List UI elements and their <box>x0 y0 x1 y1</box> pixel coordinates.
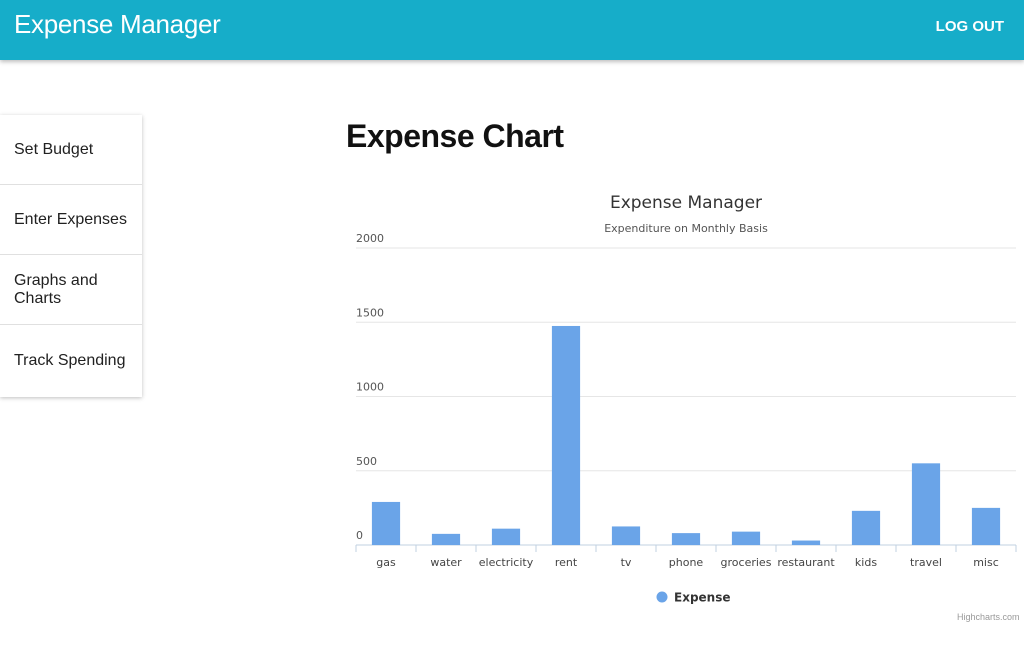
chart-subtitle: Expenditure on Monthly Basis <box>604 222 768 235</box>
sidebar-item-enter-expenses[interactable]: Enter Expenses <box>0 185 142 255</box>
x-tick-label: phone <box>669 556 704 569</box>
bar-gas <box>371 501 401 545</box>
sidebar-item-label: Track Spending <box>14 352 126 369</box>
sidebar-item-label: Enter Expenses <box>14 210 127 228</box>
bar-rent <box>551 325 581 545</box>
y-tick-label: 1000 <box>356 381 384 394</box>
x-tick-label: electricity <box>479 556 534 569</box>
y-tick-label: 1500 <box>356 306 384 319</box>
bar-phone <box>671 533 701 545</box>
chart-credit-link[interactable]: Highcharts.com <box>957 612 1020 622</box>
sidebar: Set Budget Enter Expenses Graphs and Cha… <box>0 115 142 397</box>
x-tick-label: gas <box>376 556 396 569</box>
sidebar-item-set-budget[interactable]: Set Budget <box>0 115 142 185</box>
bar-kids <box>851 510 881 545</box>
sidebar-item-track-spending[interactable]: Track Spending <box>0 325 142 397</box>
bar-restaurant <box>791 540 821 545</box>
legend-item-expense: Expense <box>674 591 731 605</box>
y-tick-label: 0 <box>356 529 363 542</box>
x-tick-label: restaurant <box>777 556 835 569</box>
bar-groceries <box>731 531 761 545</box>
bar-water <box>431 533 461 545</box>
logout-button[interactable]: LOG OUT <box>935 18 1004 35</box>
chart-title: Expense Manager <box>610 193 762 213</box>
app-title: Expense Manager <box>14 9 221 39</box>
x-tick-label: tv <box>621 556 632 569</box>
x-tick-label: misc <box>973 556 999 569</box>
y-tick-label: 500 <box>356 455 377 468</box>
bar-electricity <box>491 528 521 545</box>
bar-travel <box>911 463 941 545</box>
bar-tv <box>611 526 641 545</box>
y-tick-label: 2000 <box>356 232 384 245</box>
x-tick-label: rent <box>555 556 578 569</box>
x-tick-label: travel <box>910 556 942 569</box>
legend-marker <box>656 591 668 603</box>
page-title: Expense Chart <box>346 118 564 154</box>
sidebar-item-graphs-and-charts[interactable]: Graphs and Charts <box>0 255 142 325</box>
app-bar: Expense Manager LOG OUT <box>0 0 1024 60</box>
expense-chart: Expense Manager Expenditure on Monthly Ba… <box>355 193 1017 605</box>
sidebar-item-label: Set Budget <box>14 140 94 158</box>
x-tick-label: water <box>430 556 462 569</box>
sidebar-item-label: Graphs and Charts <box>14 271 98 307</box>
x-tick-label: groceries <box>721 556 772 569</box>
x-tick-label: kids <box>855 556 877 569</box>
bar-misc <box>971 507 1001 545</box>
